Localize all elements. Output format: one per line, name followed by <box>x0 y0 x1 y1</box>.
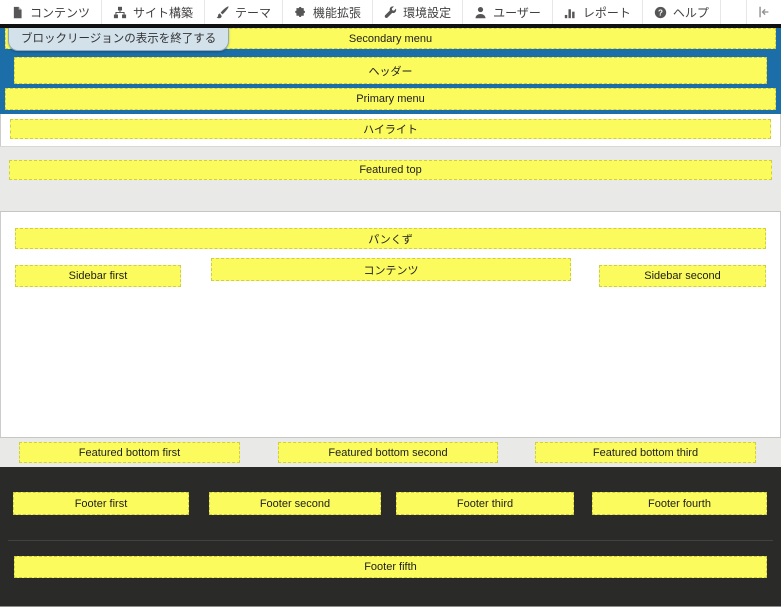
page-bottom-strip <box>0 606 781 612</box>
main-content-area: パンくず コンテンツ Sidebar first Sidebar second <box>0 212 781 437</box>
toolbar-collapse-icon[interactable] <box>746 0 781 24</box>
toolbar-item-label: テーマ <box>235 5 272 20</box>
toolbar-item-configuration[interactable]: 環境設定 <box>373 0 464 24</box>
region-header: ヘッダー <box>14 57 767 84</box>
toolbar-item-help[interactable]: ? ヘルプ <box>643 0 721 24</box>
footer-divider <box>8 540 773 541</box>
toolbar-item-label: 環境設定 <box>403 5 452 20</box>
region-featured-top: Featured top <box>9 160 772 180</box>
region-content: コンテンツ <box>211 258 571 281</box>
region-featured-bottom-second: Featured bottom second <box>278 442 498 463</box>
reports-icon <box>564 6 577 19</box>
toolbar-item-reports[interactable]: レポート <box>553 0 643 24</box>
toolbar-item-label: コンテンツ <box>30 5 91 20</box>
featured-top-band: Featured top <box>0 146 781 212</box>
region-sidebar-first: Sidebar first <box>15 265 181 287</box>
region-breadcrumb: パンくず <box>15 228 766 249</box>
svg-text:?: ? <box>658 8 663 17</box>
toolbar-item-content[interactable]: コンテンツ <box>0 0 103 24</box>
region-footer-third: Footer third <box>396 492 574 515</box>
appearance-icon <box>216 5 229 19</box>
region-featured-bottom-first: Featured bottom first <box>19 442 240 463</box>
toolbar-item-label: サイト構築 <box>133 5 194 20</box>
toolbar-spacer <box>721 0 746 24</box>
region-featured-bottom-third: Featured bottom third <box>535 442 756 463</box>
region-footer-first: Footer first <box>13 492 189 515</box>
admin-toolbar: コンテンツ サイト構築 テーマ 機能拡張 環境設定 <box>0 0 781 28</box>
region-primary-menu: Primary menu <box>5 88 776 110</box>
toolbar-item-label: レポート <box>582 5 631 20</box>
highlighted-strip: ハイライト <box>0 114 781 146</box>
toolbar-item-extend[interactable]: 機能拡張 <box>283 0 374 24</box>
exit-block-demo-button[interactable]: ブロックリージョンの表示を終了する <box>8 28 230 51</box>
toolbar-item-label: ユーザー <box>493 5 541 20</box>
featured-bottom-band: Featured bottom first Featured bottom se… <box>0 437 781 467</box>
region-footer-fifth: Footer fifth <box>14 556 767 578</box>
toolbar-item-people[interactable]: ユーザー <box>463 0 553 24</box>
content-icon <box>11 6 24 19</box>
help-icon: ? <box>654 6 667 19</box>
toolbar-item-structure[interactable]: サイト構築 <box>102 0 206 24</box>
people-icon <box>474 6 487 19</box>
region-sidebar-second: Sidebar second <box>599 265 766 287</box>
toolbar-item-label: ヘルプ <box>672 5 709 20</box>
structure-icon <box>113 6 127 19</box>
region-highlighted: ハイライト <box>10 119 771 139</box>
extend-icon <box>294 6 307 19</box>
region-footer-fourth: Footer fourth <box>592 492 767 515</box>
region-footer-second: Footer second <box>209 492 381 515</box>
toolbar-item-label: 機能拡張 <box>313 5 362 20</box>
footer-area: Footer first Footer second Footer third … <box>0 467 781 606</box>
configuration-icon <box>384 5 397 19</box>
toolbar-item-appearance[interactable]: テーマ <box>205 0 284 24</box>
